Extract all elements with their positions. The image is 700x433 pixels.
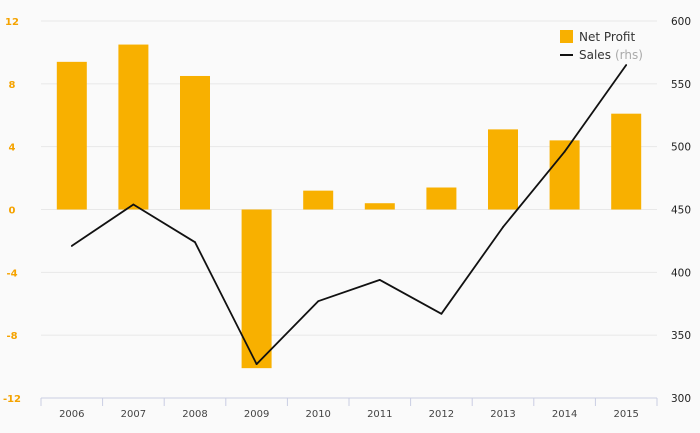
net-profit-bar (364, 203, 395, 210)
x-tick-label: 2010 (305, 409, 330, 420)
right-axis: 600 550 500 450 400 350 300 (671, 16, 691, 405)
legend-swatch-net-profit (560, 30, 573, 43)
x-tick-label: 2009 (244, 409, 269, 420)
sales-point (194, 241, 196, 244)
left-tick-label: -8 (6, 331, 17, 342)
x-axis: 2006 2007 2008 2009 2010 2011 2012 2013 2014 2015 (40, 397, 658, 420)
x-tick-label: 2008 (182, 409, 207, 420)
left-axis: 12 8 4 0 -4 -8 -12 (3, 17, 21, 405)
legend: Net Profit Sales (rhs) (560, 30, 643, 62)
sales-point (440, 312, 443, 315)
sales-point (625, 64, 628, 66)
right-tick-label: 600 (671, 16, 691, 28)
net-profit-bar (118, 44, 149, 210)
left-tick-label: -4 (6, 268, 17, 279)
legend-label-sales-suffix: (rhs) (615, 48, 643, 62)
right-tick-label: 350 (671, 330, 691, 342)
sales-point (317, 300, 320, 303)
sales-point (378, 278, 381, 281)
legend-label-sales-name: Sales (579, 48, 611, 62)
net-profit-bar (488, 129, 518, 210)
sales-line-path (71, 64, 627, 366)
net-profit-bar (241, 209, 272, 369)
left-tick-label: 12 (5, 17, 19, 28)
left-tick-label: 0 (9, 206, 16, 217)
sales-point (255, 363, 258, 365)
x-tick-label: 2014 (552, 409, 577, 420)
x-tick-label: 2012 (429, 409, 454, 420)
right-tick-label: 400 (671, 267, 691, 279)
x-tick-label: 2015 (613, 409, 638, 420)
x-tick-label: 2006 (59, 409, 84, 420)
net-profit-bars (56, 44, 642, 369)
legend-label-net-profit: Net Profit (579, 30, 635, 44)
net-profit-bar (303, 190, 334, 210)
right-tick-label: 450 (671, 205, 691, 217)
left-tick-label: 8 (9, 80, 16, 91)
right-tick-label: 550 (671, 79, 691, 91)
x-tick-label: 2011 (367, 409, 392, 420)
x-tick-label: 2007 (121, 409, 146, 420)
left-tick-label: -12 (3, 394, 21, 405)
net-profit-bar (611, 113, 642, 210)
x-tick-label: 2013 (490, 409, 515, 420)
sales-point (132, 203, 135, 206)
sales-line (70, 64, 628, 366)
net-profit-bar (56, 61, 87, 210)
net-profit-bar (426, 187, 457, 210)
net-profit-bar (180, 75, 210, 210)
sales-point (563, 150, 566, 153)
legend-label-sales: Sales (rhs) (579, 48, 643, 62)
sales-point (70, 245, 73, 247)
sales-point (502, 226, 504, 228)
right-tick-label: 500 (671, 142, 691, 154)
right-tick-label: 300 (671, 393, 691, 405)
left-tick-label: 4 (9, 143, 16, 154)
